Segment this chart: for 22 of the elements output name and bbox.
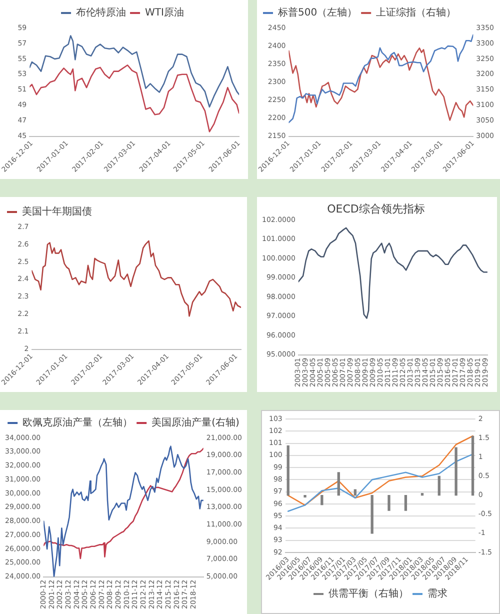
bar bbox=[388, 494, 390, 511]
bar bbox=[354, 489, 357, 496]
bar bbox=[370, 494, 374, 534]
legend-label: 欧佩克原油产量（左轴） bbox=[22, 416, 133, 429]
legend-label: 美国原油产量(右轴) bbox=[152, 416, 240, 429]
bar bbox=[337, 472, 340, 496]
bar bbox=[320, 494, 324, 506]
bar bbox=[404, 494, 408, 511]
bar bbox=[454, 447, 458, 496]
legend-label: 美国十年期国债 bbox=[22, 206, 92, 218]
bar bbox=[304, 494, 306, 498]
bar bbox=[286, 445, 290, 496]
chart-title: OECD综合领先指标 bbox=[327, 202, 425, 216]
legend-label: 需求 bbox=[428, 588, 448, 600]
legend-label: 标普500（左轴） bbox=[277, 6, 358, 19]
legend-label: 上证综指（右轴） bbox=[376, 6, 456, 19]
bar bbox=[438, 476, 440, 496]
legend-label: 供需平衡（右轴） bbox=[328, 588, 408, 600]
legend-label: 布伦特原油 bbox=[76, 6, 126, 19]
bar bbox=[420, 493, 424, 496]
bar bbox=[471, 436, 474, 496]
legend-label: WTI原油 bbox=[145, 6, 184, 19]
